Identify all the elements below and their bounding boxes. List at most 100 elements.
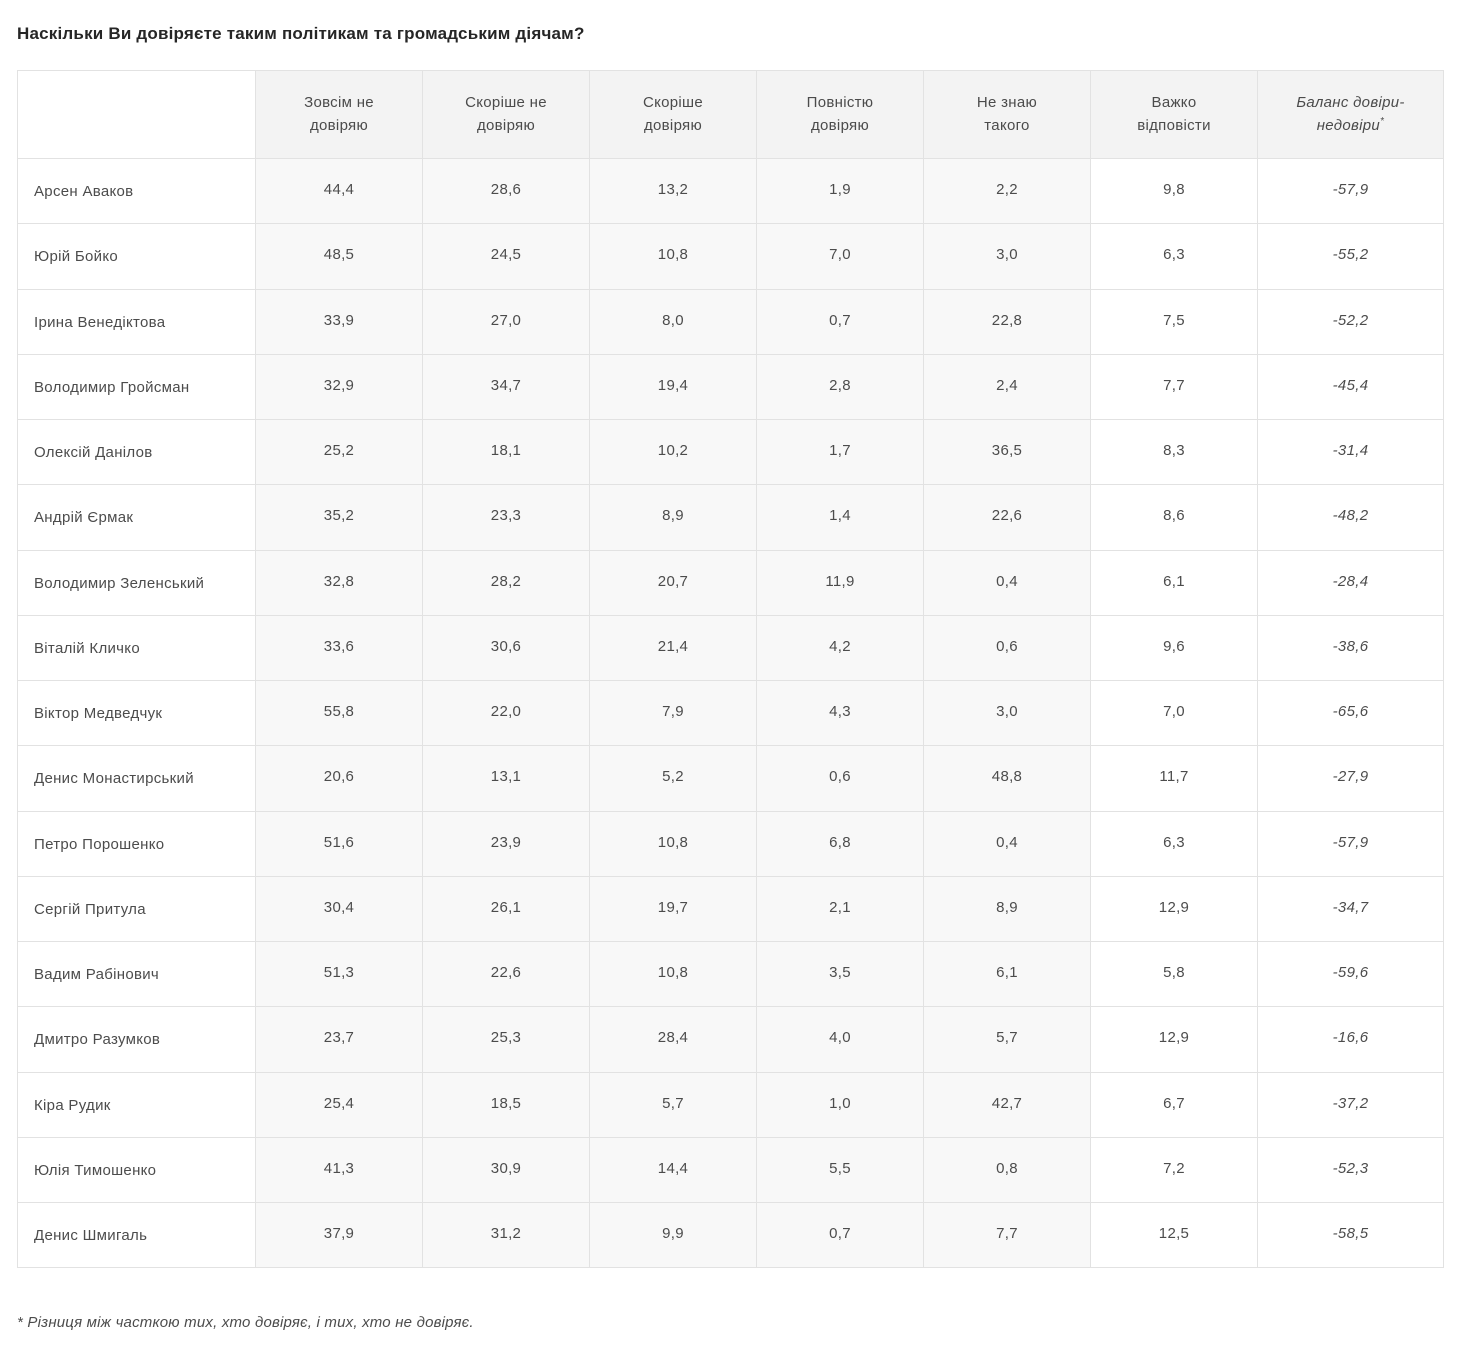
value-cell: 5,8 — [1090, 940, 1258, 1008]
value-cell: 12,5 — [1090, 1201, 1258, 1269]
politician-name: Володимир Гройсман — [17, 353, 256, 421]
value-cell: 3,5 — [756, 940, 924, 1008]
col-header-dont-know-person: Не знаю такого — [923, 70, 1091, 159]
value-cell: 10,8 — [589, 810, 757, 877]
value-cell: 24,5 — [422, 223, 590, 290]
table-row: Андрій Єрмак 35,2 23,3 8,9 1,4 22,6 8,6 … — [17, 484, 1444, 551]
value-cell: 7,2 — [1090, 1136, 1258, 1204]
value-cell: 33,9 — [255, 288, 423, 355]
table-row: Олексій Данілов 25,2 18,1 10,2 1,7 36,5 … — [17, 418, 1444, 486]
col-header-trust-balance-label: Баланс довіри- недовіри — [1296, 93, 1405, 135]
value-cell: 5,2 — [589, 745, 757, 812]
value-cell: 7,0 — [1090, 679, 1258, 747]
value-cell: 48,8 — [923, 745, 1091, 812]
value-cell: 8,3 — [1090, 418, 1258, 486]
page-title: Наскільки Ви довіряєте таким політикам т… — [17, 24, 585, 43]
value-cell: 18,1 — [422, 418, 590, 486]
value-cell: 51,3 — [255, 940, 423, 1008]
value-cell: 20,7 — [589, 549, 757, 616]
table-row: Володимир Гройсман 32,9 34,7 19,4 2,8 2,… — [17, 353, 1444, 421]
table-row: Арсен Аваков 44,4 28,6 13,2 1,9 2,2 9,8 … — [17, 157, 1444, 225]
value-cell: -34,7 — [1257, 875, 1444, 943]
header-row: Зовсім не довіряю Скоріше не довіряю Ско… — [17, 70, 1444, 159]
value-cell: 35,2 — [255, 484, 423, 551]
value-cell: 30,6 — [422, 614, 590, 682]
value-cell: 9,9 — [589, 1201, 757, 1269]
value-cell: 0,6 — [756, 745, 924, 812]
value-cell: -48,2 — [1257, 484, 1444, 551]
politician-name: Володимир Зеленський — [17, 549, 256, 616]
value-cell: 10,8 — [589, 223, 757, 290]
value-cell: 28,6 — [422, 157, 590, 225]
table-row: Кіра Рудик 25,4 18,5 5,7 1,0 42,7 6,7 -3… — [17, 1071, 1444, 1138]
value-cell: 6,7 — [1090, 1071, 1258, 1138]
politician-name: Андрій Єрмак — [17, 484, 256, 551]
value-cell: 19,7 — [589, 875, 757, 943]
value-cell: 13,2 — [589, 157, 757, 225]
table-row: Юрій Бойко 48,5 24,5 10,8 7,0 3,0 6,3 -5… — [17, 223, 1444, 290]
value-cell: 2,1 — [756, 875, 924, 943]
value-cell: -57,9 — [1257, 157, 1444, 225]
value-cell: 25,2 — [255, 418, 423, 486]
value-cell: 3,0 — [923, 223, 1091, 290]
table-row: Юлія Тимошенко 41,3 30,9 14,4 5,5 0,8 7,… — [17, 1136, 1444, 1204]
value-cell: 30,4 — [255, 875, 423, 943]
value-cell: 4,2 — [756, 614, 924, 682]
col-header-rather-distrust: Скоріше не довіряю — [422, 70, 590, 159]
politician-name: Денис Монастирський — [17, 745, 256, 812]
value-cell: 2,8 — [756, 353, 924, 421]
table-row: Ірина Венедіктова 33,9 27,0 8,0 0,7 22,8… — [17, 288, 1444, 355]
value-cell: 8,6 — [1090, 484, 1258, 551]
value-cell: 11,7 — [1090, 745, 1258, 812]
value-cell: 0,4 — [923, 810, 1091, 877]
value-cell: 2,4 — [923, 353, 1091, 421]
value-cell: 9,8 — [1090, 157, 1258, 225]
value-cell: 55,8 — [255, 679, 423, 747]
value-cell: 8,9 — [923, 875, 1091, 943]
value-cell: 1,4 — [756, 484, 924, 551]
politician-name: Петро Порошенко — [17, 810, 256, 877]
value-cell: -52,3 — [1257, 1136, 1444, 1204]
politician-name: Арсен Аваков — [17, 157, 256, 225]
value-cell: 19,4 — [589, 353, 757, 421]
value-cell: 22,8 — [923, 288, 1091, 355]
value-cell: 3,0 — [923, 679, 1091, 747]
value-cell: 0,7 — [756, 288, 924, 355]
value-cell: 6,3 — [1090, 223, 1258, 290]
value-cell: 44,4 — [255, 157, 423, 225]
politician-name: Олексій Данілов — [17, 418, 256, 486]
value-cell: 6,1 — [923, 940, 1091, 1008]
value-cell: 12,9 — [1090, 875, 1258, 943]
value-cell: -58,5 — [1257, 1201, 1444, 1269]
value-cell: 51,6 — [255, 810, 423, 877]
value-cell: -27,9 — [1257, 745, 1444, 812]
col-header-rather-trust: Скоріше довіряю — [589, 70, 757, 159]
col-header-fully-trust: Повністю довіряю — [756, 70, 924, 159]
footnote-marker: * — [1380, 116, 1385, 127]
value-cell: 27,0 — [422, 288, 590, 355]
value-cell: -52,2 — [1257, 288, 1444, 355]
table-row: Сергій Притула 30,4 26,1 19,7 2,1 8,9 12… — [17, 875, 1444, 943]
value-cell: 2,2 — [923, 157, 1091, 225]
value-cell: 8,9 — [589, 484, 757, 551]
table-body: Арсен Аваков 44,4 28,6 13,2 1,9 2,2 9,8 … — [17, 157, 1444, 1269]
value-cell: 33,6 — [255, 614, 423, 682]
value-cell: 7,7 — [923, 1201, 1091, 1269]
value-cell: 34,7 — [422, 353, 590, 421]
value-cell: 21,4 — [589, 614, 757, 682]
value-cell: 6,3 — [1090, 810, 1258, 877]
table-row: Віктор Медведчук 55,8 22,0 7,9 4,3 3,0 7… — [17, 679, 1444, 747]
value-cell: 0,4 — [923, 549, 1091, 616]
value-cell: 7,0 — [756, 223, 924, 290]
value-cell: -28,4 — [1257, 549, 1444, 616]
table-row: Вадим Рабінович 51,3 22,6 10,8 3,5 6,1 5… — [17, 940, 1444, 1008]
value-cell: 4,3 — [756, 679, 924, 747]
value-cell: 25,3 — [422, 1006, 590, 1073]
value-cell: 26,1 — [422, 875, 590, 943]
value-cell: 30,9 — [422, 1136, 590, 1204]
value-cell: 14,4 — [589, 1136, 757, 1204]
value-cell: 41,3 — [255, 1136, 423, 1204]
corner-cell — [17, 70, 256, 159]
value-cell: 42,7 — [923, 1071, 1091, 1138]
